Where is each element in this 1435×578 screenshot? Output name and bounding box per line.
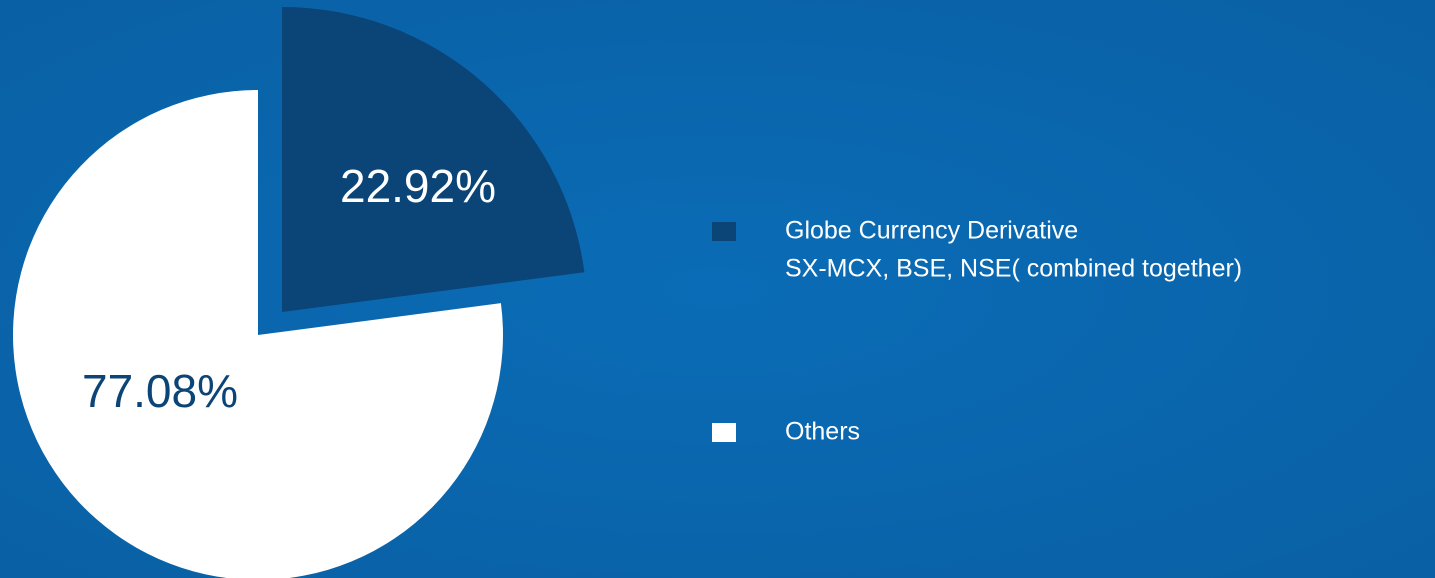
legend-label: Globe Currency Derivative	[785, 217, 1078, 245]
slice-label: 22.92%	[340, 160, 496, 212]
legend-label: Others	[785, 418, 860, 446]
legend-swatch	[712, 423, 736, 442]
legend-label: SX-MCX, BSE, NSE( combined together)	[785, 255, 1242, 283]
pie-slice	[13, 90, 503, 578]
pie-slice	[282, 7, 585, 312]
legend-swatch	[712, 222, 736, 241]
slice-label: 77.08%	[82, 365, 238, 417]
